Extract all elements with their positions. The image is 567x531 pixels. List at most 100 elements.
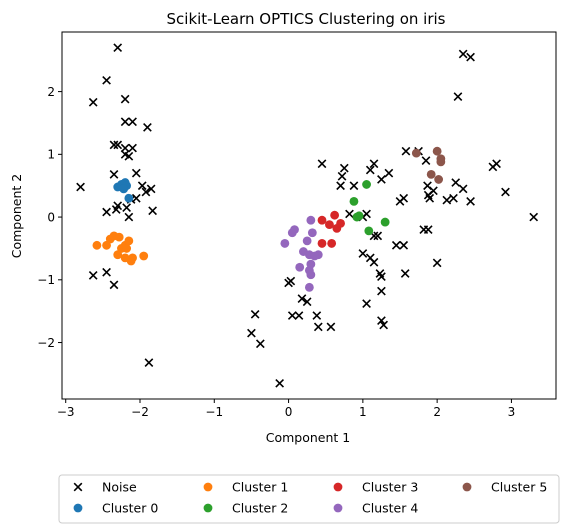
data-point bbox=[275, 378, 285, 388]
data-point bbox=[529, 212, 539, 222]
series-noise bbox=[76, 43, 539, 388]
data-point bbox=[113, 140, 123, 150]
data-point bbox=[88, 97, 98, 107]
data-point bbox=[362, 299, 371, 309]
data-point bbox=[458, 184, 468, 194]
x-tick-label: 3 bbox=[508, 405, 516, 419]
data-point bbox=[325, 220, 334, 229]
series-cluster-2 bbox=[349, 180, 390, 236]
x-tick-label: 1 bbox=[359, 405, 367, 419]
series-cluster-4 bbox=[280, 215, 323, 292]
data-point bbox=[146, 184, 156, 194]
data-point bbox=[436, 157, 446, 167]
data-point bbox=[137, 181, 147, 191]
data-point bbox=[458, 49, 468, 59]
data-point bbox=[434, 175, 444, 184]
data-point bbox=[501, 187, 510, 197]
x-tick-label: 0 bbox=[285, 405, 293, 419]
data-point bbox=[92, 240, 102, 250]
legend-label: Cluster 0 bbox=[102, 501, 158, 516]
y-tick-label: 2 bbox=[47, 85, 55, 99]
data-point bbox=[144, 358, 154, 367]
legend: Noise Cluster 0 Cluster 1 Cluster 2 Cluster … bbox=[73, 480, 547, 516]
data-point bbox=[310, 251, 319, 261]
data-point bbox=[401, 146, 411, 156]
data-point bbox=[369, 159, 379, 169]
legend-marker bbox=[73, 482, 83, 492]
data-point bbox=[247, 328, 256, 338]
data-point bbox=[306, 215, 316, 225]
points-layer bbox=[76, 43, 539, 388]
legend-marker bbox=[333, 482, 343, 492]
data-point bbox=[358, 249, 368, 258]
data-point bbox=[124, 193, 134, 203]
data-point bbox=[411, 148, 421, 158]
data-point bbox=[295, 262, 305, 272]
data-point bbox=[317, 239, 327, 248]
x-axis-title: Component 1 bbox=[266, 430, 351, 445]
legend-marker bbox=[203, 482, 213, 492]
legend-item-cluster-4: Cluster 4 bbox=[333, 501, 418, 516]
data-point bbox=[326, 322, 336, 332]
data-point bbox=[327, 239, 337, 248]
legend-label: Cluster 3 bbox=[362, 480, 418, 495]
data-point bbox=[148, 206, 157, 216]
data-point bbox=[299, 247, 308, 256]
y-tick-label: −2 bbox=[37, 336, 55, 350]
data-point bbox=[391, 240, 401, 250]
series-cluster-0 bbox=[113, 178, 134, 203]
data-point bbox=[120, 94, 130, 104]
data-point bbox=[349, 181, 359, 191]
legend-item-cluster-0: Cluster 0 bbox=[73, 501, 158, 516]
data-point bbox=[120, 143, 130, 153]
data-point bbox=[339, 163, 349, 173]
x-tick-label: 2 bbox=[433, 405, 441, 419]
data-point bbox=[352, 212, 362, 222]
data-point bbox=[113, 250, 123, 260]
legend-marker bbox=[462, 482, 472, 492]
data-point bbox=[362, 209, 371, 219]
data-point bbox=[109, 140, 119, 150]
legend-label: Cluster 5 bbox=[491, 480, 547, 495]
data-point bbox=[88, 271, 98, 280]
data-point bbox=[119, 184, 129, 194]
data-point bbox=[102, 240, 111, 250]
plot-frame bbox=[61, 31, 557, 400]
data-point bbox=[466, 52, 475, 62]
data-point bbox=[337, 171, 347, 181]
data-point bbox=[373, 231, 383, 241]
data-point bbox=[453, 92, 463, 101]
data-point bbox=[317, 159, 327, 169]
legend-item-cluster-1: Cluster 1 bbox=[203, 480, 288, 495]
data-point bbox=[442, 195, 452, 205]
data-point bbox=[432, 146, 442, 156]
data-point bbox=[124, 212, 134, 222]
data-point bbox=[120, 117, 130, 127]
data-point bbox=[139, 251, 149, 261]
data-point bbox=[365, 165, 375, 175]
legend-item-cluster-3: Cluster 3 bbox=[333, 480, 418, 495]
series-cluster-3 bbox=[317, 210, 345, 248]
data-point bbox=[255, 339, 265, 349]
data-point bbox=[294, 311, 304, 320]
data-point bbox=[312, 311, 322, 320]
x-tick-label: −3 bbox=[57, 405, 75, 419]
data-point bbox=[492, 159, 501, 169]
data-point bbox=[109, 170, 119, 179]
data-point bbox=[128, 253, 137, 263]
data-point bbox=[345, 209, 354, 219]
data-point bbox=[336, 181, 345, 191]
data-point bbox=[124, 151, 134, 161]
data-point bbox=[102, 75, 111, 85]
data-point bbox=[302, 236, 312, 246]
data-point bbox=[124, 236, 134, 246]
legend-item-cluster-5: Cluster 5 bbox=[462, 480, 547, 495]
data-point bbox=[304, 282, 314, 292]
data-point bbox=[369, 257, 379, 267]
data-point bbox=[336, 218, 345, 228]
legend-box bbox=[58, 474, 560, 524]
legend-marker bbox=[333, 503, 343, 513]
data-point bbox=[114, 232, 124, 242]
y-axis: −2 −1 0 1 2 bbox=[37, 85, 62, 350]
